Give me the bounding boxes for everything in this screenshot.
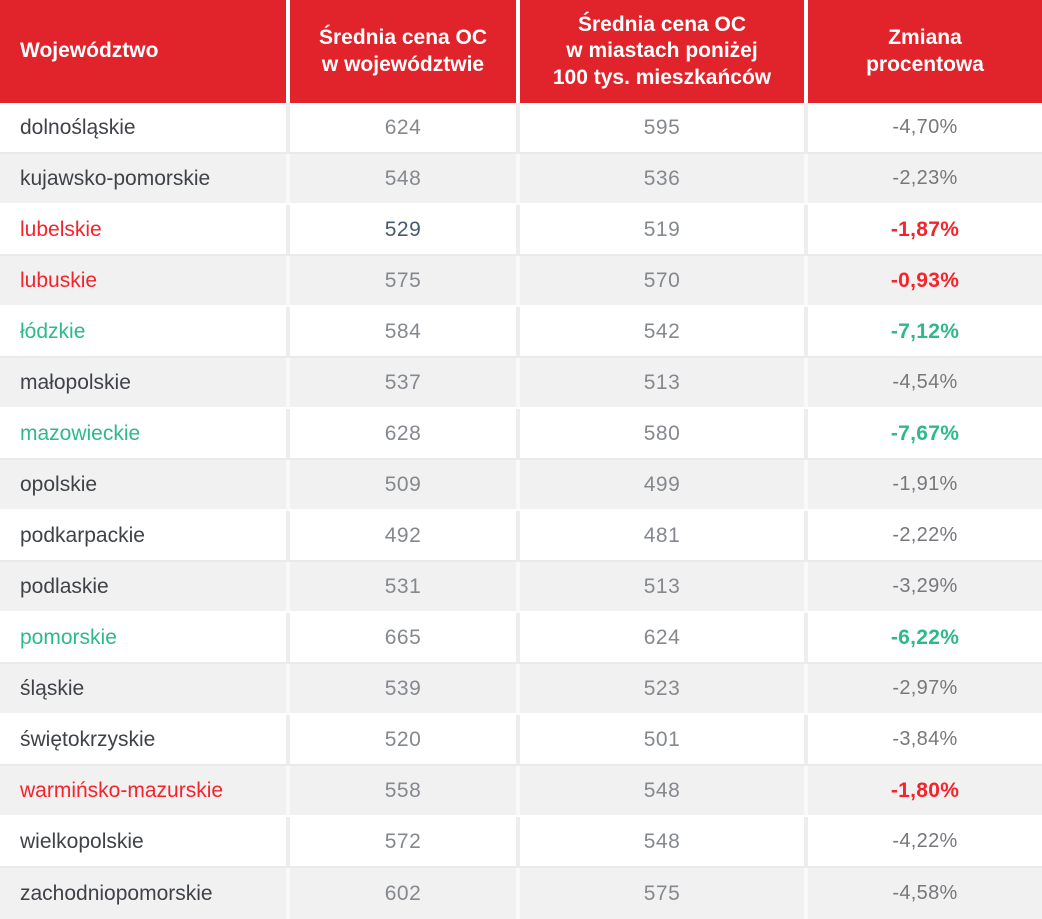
cell-avg-price-voivodeship: 537 (286, 358, 516, 409)
table-row: lubelskie 529 519 -1,87% (0, 205, 1042, 256)
cell-avg-price-small-cities: 580 (516, 409, 804, 460)
cell-voivodeship-name: wielkopolskie (0, 817, 286, 868)
table-row: zachodniopomorskie 602 575 -4,58% (0, 868, 1042, 919)
cell-avg-price-voivodeship: 575 (286, 256, 516, 307)
cell-change-percent: -0,93% (804, 256, 1042, 307)
cell-avg-price-small-cities: 570 (516, 256, 804, 307)
column-header-change-percent: Zmiana procentowa (804, 0, 1042, 103)
cell-avg-price-voivodeship: 529 (286, 205, 516, 256)
column-header-voivodeship: Województwo (0, 0, 286, 103)
cell-avg-price-voivodeship: 628 (286, 409, 516, 460)
cell-change-percent: -1,91% (804, 460, 1042, 511)
cell-avg-price-small-cities: 536 (516, 154, 804, 205)
table-header: Województwo Średnia cena OC w województw… (0, 0, 1042, 103)
cell-avg-price-voivodeship: 548 (286, 154, 516, 205)
cell-voivodeship-name: lubelskie (0, 205, 286, 256)
cell-avg-price-voivodeship: 509 (286, 460, 516, 511)
cell-voivodeship-name: mazowieckie (0, 409, 286, 460)
cell-change-percent: -6,22% (804, 613, 1042, 664)
table-row: dolnośląskie 624 595 -4,70% (0, 103, 1042, 154)
cell-avg-price-small-cities: 542 (516, 307, 804, 358)
cell-change-percent: -4,70% (804, 103, 1042, 154)
cell-avg-price-small-cities: 575 (516, 868, 804, 919)
cell-avg-price-small-cities: 595 (516, 103, 804, 154)
table-row: łódzkie 584 542 -7,12% (0, 307, 1042, 358)
cell-voivodeship-name: podlaskie (0, 562, 286, 613)
cell-change-percent: -2,23% (804, 154, 1042, 205)
table-row: podkarpackie 492 481 -2,22% (0, 511, 1042, 562)
cell-voivodeship-name: pomorskie (0, 613, 286, 664)
cell-voivodeship-name: śląskie (0, 664, 286, 715)
table-row: opolskie 509 499 -1,91% (0, 460, 1042, 511)
cell-avg-price-voivodeship: 520 (286, 715, 516, 766)
cell-change-percent: -1,80% (804, 766, 1042, 817)
table-row: małopolskie 537 513 -4,54% (0, 358, 1042, 409)
cell-avg-price-small-cities: 548 (516, 817, 804, 868)
cell-change-percent: -7,12% (804, 307, 1042, 358)
cell-change-percent: -4,54% (804, 358, 1042, 409)
cell-avg-price-voivodeship: 558 (286, 766, 516, 817)
cell-avg-price-voivodeship: 572 (286, 817, 516, 868)
cell-avg-price-voivodeship: 584 (286, 307, 516, 358)
cell-avg-price-small-cities: 624 (516, 613, 804, 664)
cell-voivodeship-name: lubuskie (0, 256, 286, 307)
table-row: kujawsko-pomorskie 548 536 -2,23% (0, 154, 1042, 205)
cell-voivodeship-name: świętokrzyskie (0, 715, 286, 766)
table-body: dolnośląskie 624 595 -4,70% kujawsko-pomorsk… (0, 103, 1042, 919)
table-row: pomorskie 665 624 -6,22% (0, 613, 1042, 664)
cell-change-percent: -1,87% (804, 205, 1042, 256)
cell-change-percent: -4,22% (804, 817, 1042, 868)
table-row: warmińsko-mazurskie 558 548 -1,80% (0, 766, 1042, 817)
cell-voivodeship-name: warmińsko-mazurskie (0, 766, 286, 817)
header-row: Województwo Średnia cena OC w województw… (0, 0, 1042, 103)
column-header-avg-price-voivodeship: Średnia cena OC w województwie (286, 0, 516, 103)
cell-change-percent: -3,29% (804, 562, 1042, 613)
cell-change-percent: -2,97% (804, 664, 1042, 715)
cell-change-percent: -7,67% (804, 409, 1042, 460)
table-row: lubuskie 575 570 -0,93% (0, 256, 1042, 307)
cell-avg-price-small-cities: 513 (516, 358, 804, 409)
cell-voivodeship-name: opolskie (0, 460, 286, 511)
table-row: śląskie 539 523 -2,97% (0, 664, 1042, 715)
cell-voivodeship-name: łódzkie (0, 307, 286, 358)
cell-voivodeship-name: kujawsko-pomorskie (0, 154, 286, 205)
cell-voivodeship-name: dolnośląskie (0, 103, 286, 154)
cell-change-percent: -3,84% (804, 715, 1042, 766)
table-row: wielkopolskie 572 548 -4,22% (0, 817, 1042, 868)
cell-avg-price-voivodeship: 665 (286, 613, 516, 664)
cell-avg-price-voivodeship: 531 (286, 562, 516, 613)
cell-voivodeship-name: małopolskie (0, 358, 286, 409)
cell-avg-price-small-cities: 548 (516, 766, 804, 817)
cell-avg-price-small-cities: 523 (516, 664, 804, 715)
cell-avg-price-small-cities: 513 (516, 562, 804, 613)
cell-avg-price-voivodeship: 624 (286, 103, 516, 154)
cell-avg-price-small-cities: 481 (516, 511, 804, 562)
cell-avg-price-voivodeship: 602 (286, 868, 516, 919)
cell-change-percent: -2,22% (804, 511, 1042, 562)
cell-avg-price-voivodeship: 539 (286, 664, 516, 715)
cell-voivodeship-name: podkarpackie (0, 511, 286, 562)
cell-avg-price-voivodeship: 492 (286, 511, 516, 562)
cell-avg-price-small-cities: 519 (516, 205, 804, 256)
cell-avg-price-small-cities: 501 (516, 715, 804, 766)
table-row: podlaskie 531 513 -3,29% (0, 562, 1042, 613)
column-header-avg-price-small-cities: Średnia cena OC w miastach poniżej 100 t… (516, 0, 804, 103)
table-row: świętokrzyskie 520 501 -3,84% (0, 715, 1042, 766)
cell-voivodeship-name: zachodniopomorskie (0, 868, 286, 919)
cell-change-percent: -4,58% (804, 868, 1042, 919)
table-row: mazowieckie 628 580 -7,67% (0, 409, 1042, 460)
cell-avg-price-small-cities: 499 (516, 460, 804, 511)
